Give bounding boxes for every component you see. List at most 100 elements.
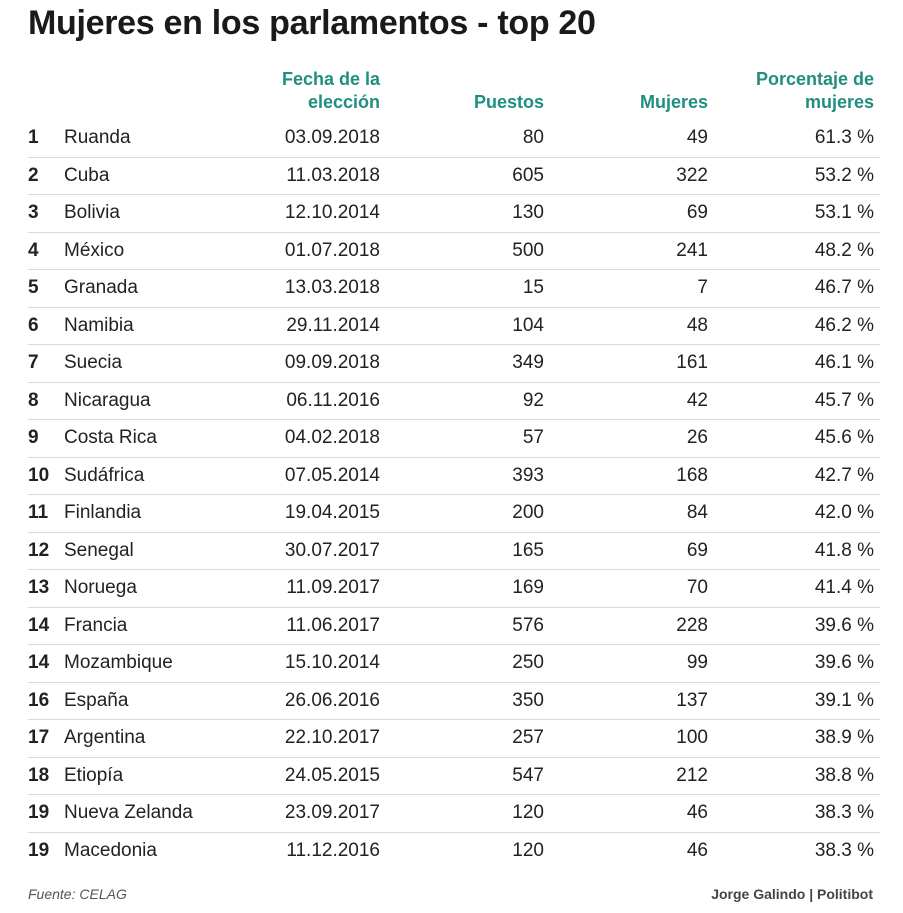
cell-country: Noruega xyxy=(64,569,234,608)
table-row: 5 Granada 13.03.2018 15 7 46.7 % xyxy=(28,269,880,308)
cell-seats: 169 xyxy=(386,569,550,608)
header-seats: Puestos xyxy=(473,92,544,112)
cell-rank: 18 xyxy=(28,757,64,795)
cell-women: 69 xyxy=(550,532,714,570)
page-title: Mujeres en los parlamentos - top 20 xyxy=(28,4,596,42)
cell-rank: 19 xyxy=(28,794,64,833)
cell-women: 100 xyxy=(550,719,714,758)
cell-women: 42 xyxy=(550,382,714,420)
table-row: 2 Cuba 11.03.2018 605 322 53.2 % xyxy=(28,157,880,195)
table-row: 6 Namibia 29.11.2014 104 48 46.2 % xyxy=(28,307,880,345)
cell-percent: 46.7 % xyxy=(714,269,880,308)
cell-country: Nueva Zelanda xyxy=(64,794,234,833)
cell-percent: 46.1 % xyxy=(714,344,880,383)
cell-percent: 41.8 % xyxy=(714,532,880,570)
cell-rank: 4 xyxy=(28,232,64,270)
cell-women: 70 xyxy=(550,569,714,608)
cell-rank: 16 xyxy=(28,682,64,720)
table-row: 12 Senegal 30.07.2017 165 69 41.8 % xyxy=(28,532,880,570)
header-percent: Porcentaje de mujeres xyxy=(755,69,874,112)
cell-country: Francia xyxy=(64,607,234,645)
cell-rank: 2 xyxy=(28,157,64,195)
source-note: Fuente: CELAG xyxy=(28,886,127,902)
table-row: 16 España 26.06.2016 350 137 39.1 % xyxy=(28,682,880,720)
cell-percent: 38.9 % xyxy=(714,719,880,758)
cell-country: Argentina xyxy=(64,719,234,758)
cell-rank: 10 xyxy=(28,457,64,495)
cell-rank: 8 xyxy=(28,382,64,420)
table-row: 13 Noruega 11.09.2017 169 70 41.4 % xyxy=(28,569,880,608)
cell-rank: 1 xyxy=(28,120,64,158)
cell-seats: 349 xyxy=(386,344,550,383)
cell-country: Mozambique xyxy=(64,644,234,683)
cell-rank: 14 xyxy=(28,607,64,645)
cell-country: España xyxy=(64,682,234,720)
table-row: 14 Mozambique 15.10.2014 250 99 39.6 % xyxy=(28,644,880,683)
cell-women: 26 xyxy=(550,419,714,458)
cell-seats: 393 xyxy=(386,457,550,495)
cell-women: 228 xyxy=(550,607,714,645)
table-row: 14 Francia 11.06.2017 576 228 39.6 % xyxy=(28,607,880,645)
cell-seats: 104 xyxy=(386,307,550,345)
cell-women: 137 xyxy=(550,682,714,720)
cell-women: 46 xyxy=(550,794,714,833)
cell-date: 22.10.2017 xyxy=(234,719,386,758)
cell-seats: 80 xyxy=(386,120,550,158)
table-row: 3 Bolivia 12.10.2014 130 69 53.1 % xyxy=(28,194,880,233)
table-row: 8 Nicaragua 06.11.2016 92 42 45.7 % xyxy=(28,382,880,420)
cell-seats: 500 xyxy=(386,232,550,270)
cell-seats: 250 xyxy=(386,644,550,683)
table-row: 10 Sudáfrica 07.05.2014 393 168 42.7 % xyxy=(28,457,880,495)
cell-date: 01.07.2018 xyxy=(234,232,386,270)
cell-date: 12.10.2014 xyxy=(234,194,386,233)
cell-seats: 576 xyxy=(386,607,550,645)
cell-rank: 11 xyxy=(28,494,64,533)
cell-date: 19.04.2015 xyxy=(234,494,386,533)
cell-rank: 6 xyxy=(28,307,64,345)
cell-percent: 46.2 % xyxy=(714,307,880,345)
cell-date: 13.03.2018 xyxy=(234,269,386,308)
cell-date: 09.09.2018 xyxy=(234,344,386,383)
cell-women: 99 xyxy=(550,644,714,683)
cell-percent: 38.3 % xyxy=(814,839,874,861)
cell-date: 26.06.2016 xyxy=(234,682,386,720)
cell-percent: 48.2 % xyxy=(714,232,880,270)
cell-date: 04.02.2018 xyxy=(234,419,386,458)
cell-seats: 257 xyxy=(386,719,550,758)
cell-percent: 61.3 % xyxy=(714,120,880,158)
cell-seats: 120 xyxy=(386,794,550,833)
cell-women: 7 xyxy=(550,269,714,308)
table-row: 19 Nueva Zelanda 23.09.2017 120 46 38.3 % xyxy=(28,794,880,833)
cell-country: Etiopía xyxy=(64,757,234,795)
cell-country: Senegal xyxy=(64,532,234,570)
cell-seats: 130 xyxy=(386,194,550,233)
table-body: 1 Ruanda 03.09.2018 80 49 61.3 % 2 Cuba 11.03.20… xyxy=(28,120,880,869)
table-row: 7 Suecia 09.09.2018 349 161 46.1 % xyxy=(28,344,880,383)
cell-percent: 38.3 % xyxy=(714,794,880,833)
cell-women: 241 xyxy=(550,232,714,270)
cell-percent: 39.6 % xyxy=(714,607,880,645)
cell-percent: 39.1 % xyxy=(714,682,880,720)
cell-country: Sudáfrica xyxy=(64,457,234,495)
cell-women: 212 xyxy=(550,757,714,795)
cell-rank: 19 xyxy=(28,839,50,861)
cell-rank: 5 xyxy=(28,269,64,308)
cell-country: Granada xyxy=(64,269,234,308)
cell-seats: 57 xyxy=(386,419,550,458)
cell-percent: 45.6 % xyxy=(714,419,880,458)
cell-country: Namibia xyxy=(64,307,234,345)
cell-rank: 9 xyxy=(28,419,64,458)
table-row: 1 Ruanda 03.09.2018 80 49 61.3 % xyxy=(28,120,880,158)
cell-percent: 45.7 % xyxy=(714,382,880,420)
cell-date: 15.10.2014 xyxy=(234,644,386,683)
cell-date: 03.09.2018 xyxy=(234,120,386,158)
cell-seats: 605 xyxy=(386,157,550,195)
cell-rank: 14 xyxy=(28,644,64,683)
cell-women: 48 xyxy=(550,307,714,345)
cell-seats: 547 xyxy=(386,757,550,795)
cell-seats: 165 xyxy=(386,532,550,570)
table-row: 4 México 01.07.2018 500 241 48.2 % xyxy=(28,232,880,270)
header-rank xyxy=(28,66,64,120)
cell-rank: 3 xyxy=(28,194,64,233)
cell-percent: 42.0 % xyxy=(714,494,880,533)
